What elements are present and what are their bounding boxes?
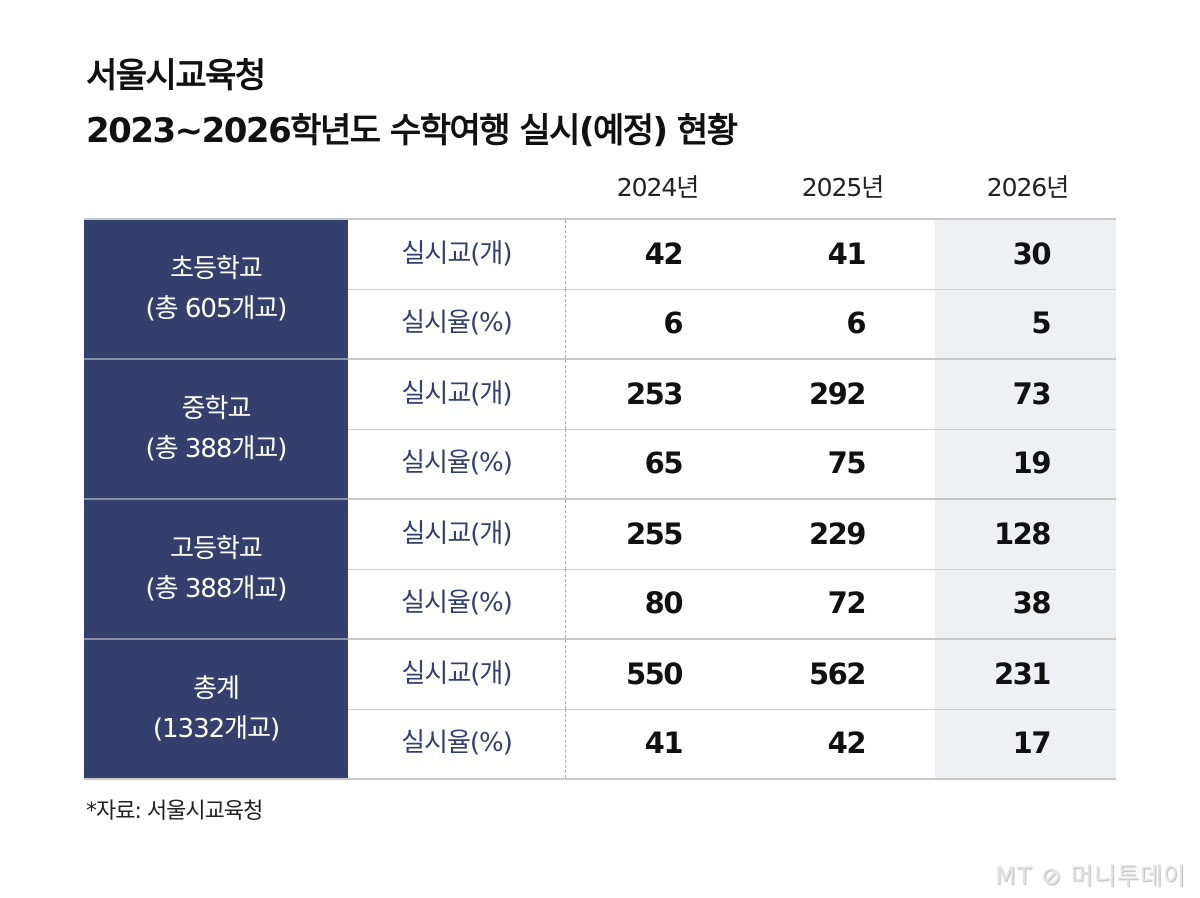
group-name: 총계 xyxy=(193,674,240,704)
title-line-2: 2023~2026학년도 수학여행 실시(예정) 현황 xyxy=(86,111,738,151)
column-header: 2026년 xyxy=(986,173,1070,202)
cell-value: 229 xyxy=(808,517,867,551)
publisher-logo: MT ⊘ 머니투데이 xyxy=(995,862,1187,890)
table-row: 실시교(개) 253 292 73 xyxy=(348,360,1116,430)
cell-value: 75 xyxy=(827,446,867,480)
cell-value: 30 xyxy=(1012,237,1052,271)
cell-value: 253 xyxy=(625,377,684,411)
cell-value: 72 xyxy=(827,586,867,620)
cell-value: 17 xyxy=(1012,726,1052,760)
column-header: 2024년 xyxy=(616,173,700,202)
table-row: 실시율(%) 41 42 17 xyxy=(348,709,1116,778)
title-line-1: 서울시교육청 xyxy=(86,56,266,96)
metric-label: 실시율(%) xyxy=(348,429,566,498)
cell-value: 292 xyxy=(808,377,867,411)
table-row: 실시율(%) 6 6 5 xyxy=(348,289,1116,358)
table-row: 실시율(%) 65 75 19 xyxy=(348,429,1116,498)
cell-value: 5 xyxy=(1031,306,1051,340)
group-total: (총 388개교) xyxy=(145,574,288,604)
group-total: (총 388개교) xyxy=(145,434,288,464)
table-row: 실시율(%) 80 72 38 xyxy=(348,569,1116,638)
data-table: 초등학교 (총 605개교) 실시교(개) 42 41 30 실시율(%) 6 6 5 중학교 (총… xyxy=(84,218,1116,780)
group-name: 초등학교 xyxy=(170,254,263,284)
cell-value: 73 xyxy=(1012,377,1052,411)
cell-value: 550 xyxy=(625,657,684,691)
cell-value: 562 xyxy=(808,657,867,691)
cell-value: 6 xyxy=(846,306,866,340)
cell-value: 42 xyxy=(644,237,684,271)
metric-label: 실시율(%) xyxy=(348,569,566,638)
cell-value: 41 xyxy=(827,237,867,271)
table-group: 중학교 (총 388개교) 실시교(개) 253 292 73 실시율(%) 65 75 19 xyxy=(84,360,1116,500)
cell-value: 38 xyxy=(1012,586,1052,620)
cell-value: 80 xyxy=(644,586,684,620)
table-row: 실시교(개) 42 41 30 xyxy=(348,220,1116,290)
cell-value: 41 xyxy=(644,726,684,760)
group-label: 총계 (1332개교) xyxy=(84,640,348,778)
group-name: 중학교 xyxy=(181,394,252,424)
cell-value: 6 xyxy=(663,306,683,340)
group-label: 고등학교 (총 388개교) xyxy=(84,500,348,640)
group-label: 중학교 (총 388개교) xyxy=(84,360,348,500)
cell-value: 19 xyxy=(1012,446,1052,480)
metric-label: 실시교(개) xyxy=(348,360,566,429)
table-row: 실시교(개) 255 229 128 xyxy=(348,500,1116,570)
metric-label: 실시교(개) xyxy=(348,220,566,289)
metric-label: 실시교(개) xyxy=(348,500,566,569)
cell-value: 231 xyxy=(993,657,1052,691)
table-row: 실시교(개) 550 562 231 xyxy=(348,640,1116,710)
cell-value: 65 xyxy=(644,446,684,480)
metric-label: 실시율(%) xyxy=(348,709,566,778)
group-total: (1332개교) xyxy=(152,714,280,744)
group-total: (총 605개교) xyxy=(145,294,288,324)
metric-label: 실시율(%) xyxy=(348,289,566,358)
metric-label: 실시교(개) xyxy=(348,640,566,709)
group-name: 고등학교 xyxy=(170,534,263,564)
table-group: 총계 (1332개교) 실시교(개) 550 562 231 실시율(%) 41 42 17 xyxy=(84,640,1116,780)
cell-value: 128 xyxy=(993,517,1052,551)
group-label: 초등학교 (총 605개교) xyxy=(84,220,348,360)
cell-value: 255 xyxy=(625,517,684,551)
table-group: 초등학교 (총 605개교) 실시교(개) 42 41 30 실시율(%) 6 6 5 xyxy=(84,220,1116,360)
cell-value: 42 xyxy=(827,726,867,760)
column-header: 2025년 xyxy=(801,173,885,202)
table-group: 고등학교 (총 388개교) 실시교(개) 255 229 128 실시율(%) 80 72 38 xyxy=(84,500,1116,640)
source-note: *자료: 서울시교육청 xyxy=(86,799,263,824)
